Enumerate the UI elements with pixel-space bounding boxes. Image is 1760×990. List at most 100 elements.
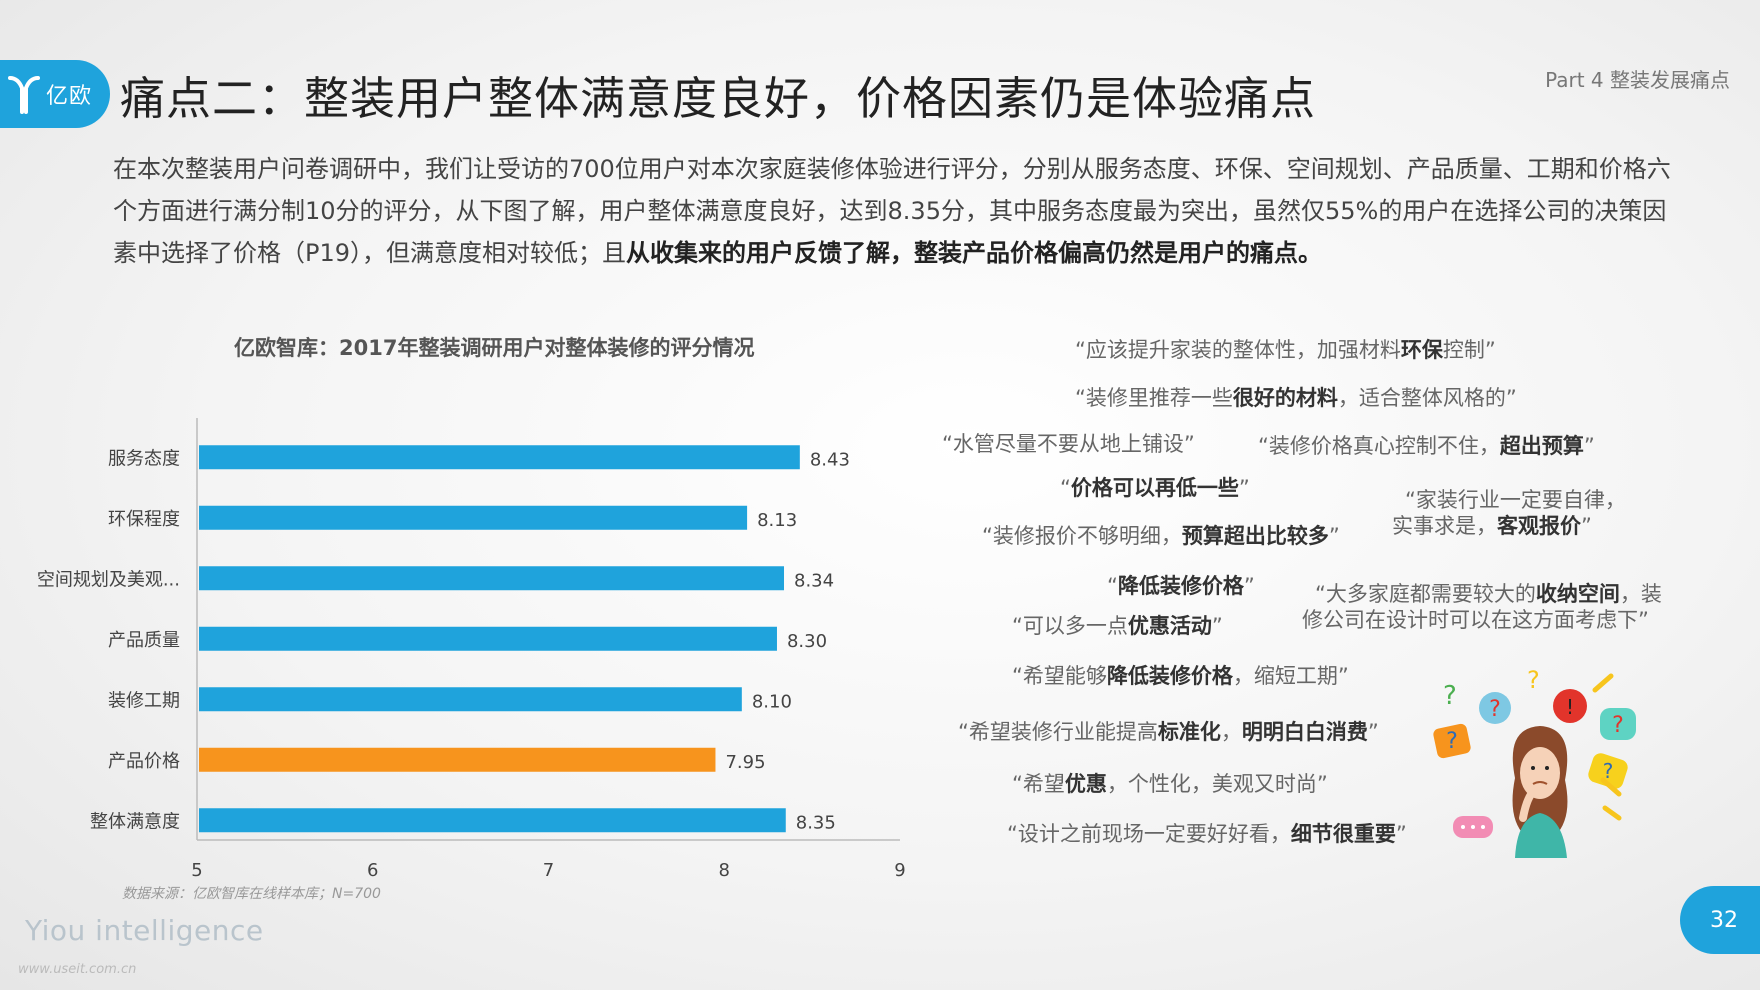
user-quote: “装修里推荐一些很好的材料，适合整体风格的”: [1075, 384, 1517, 412]
bar-chart: 服务态度 8.43 环保程度 8.13 空间规划及美观... 8.34 产品质量 8.30 装修…: [37, 418, 906, 880]
quote-text: ，缩短工期”: [1232, 664, 1349, 688]
svg-text:?: ?: [1527, 668, 1540, 694]
category-label: 空间规划及美观...: [37, 569, 180, 590]
quote-text: “希望能够: [1012, 664, 1107, 688]
quote-text: “大多家庭都需要较大的: [1315, 582, 1536, 606]
quote-text: ，: [1220, 720, 1242, 744]
quote-text: “设计之前现场一定要好好看，: [1007, 822, 1291, 846]
quote-emphasis: 明明白白消费: [1241, 720, 1368, 744]
quote-text: “希望: [1012, 772, 1065, 796]
watermark: www.useit.com.cn: [18, 962, 137, 977]
quote-emphasis: 预算超出比较多: [1181, 524, 1329, 548]
data-label: 7.95: [725, 752, 765, 773]
data-label: 8.35: [796, 812, 836, 833]
logo-text: 亿欧: [46, 84, 93, 109]
quote-emphasis: 环保: [1400, 338, 1443, 362]
quote-text: “家装行业一定要自律，: [1405, 488, 1626, 512]
quote-text: 修公司在设计时可以在这方面考虑下”: [1302, 608, 1649, 632]
quote-emphasis: 很好的材料: [1232, 386, 1338, 410]
quote-text: 控制”: [1442, 338, 1496, 362]
category-label: 产品质量: [108, 630, 180, 651]
user-quote: “希望装修行业能提高标准化，明明白白消费”: [958, 718, 1379, 746]
user-quote: “可以多一点优惠活动”: [1012, 612, 1223, 640]
user-quote: “家装行业一定要自律，: [1405, 486, 1626, 514]
user-quote: “装修价格真心控制不住，超出预算”: [1258, 432, 1595, 460]
quote-emphasis: 优惠活动: [1127, 614, 1212, 638]
quote-emphasis: 客观报价: [1497, 514, 1581, 538]
quote-emphasis: 降低装修价格: [1117, 574, 1244, 598]
intro-paragraph: 在本次整装用户问卷调研中，我们让受访的700位用户对本次家庭装修体验进行评分，分…: [113, 148, 1673, 274]
user-quote: 修公司在设计时可以在这方面考虑下”: [1302, 606, 1649, 634]
data-label: 8.13: [757, 510, 797, 531]
category-label: 装修工期: [108, 690, 180, 711]
category-label: 产品价格: [108, 751, 180, 772]
data-label: 8.43: [810, 449, 850, 470]
svg-text:?: ?: [1489, 697, 1501, 722]
bar: [199, 687, 742, 712]
quote-emphasis: 价格可以再低一些: [1070, 476, 1239, 500]
user-quote: “价格可以再低一些”: [1060, 474, 1250, 502]
quote-text: ，适合整体风格的”: [1337, 386, 1517, 410]
quote-text: “装修报价不够明细，: [982, 524, 1182, 548]
quote-text: “: [1060, 476, 1071, 500]
bar: [199, 445, 800, 470]
svg-text:!: !: [1566, 695, 1574, 719]
bar: [199, 566, 785, 591]
logo-badge: 亿欧: [0, 60, 110, 128]
quote-text: “希望装修行业能提高: [958, 720, 1158, 744]
bar: [199, 808, 786, 833]
quote-text: ”: [1243, 574, 1255, 598]
svg-text:?: ?: [1612, 713, 1624, 738]
svg-text:?: ?: [1443, 681, 1457, 711]
quote-text: ”: [1581, 514, 1592, 538]
quote-text: ”: [1238, 476, 1250, 500]
quote-text: ”: [1367, 720, 1379, 744]
quote-emphasis: 标准化: [1157, 720, 1221, 744]
user-quote: “降低装修价格”: [1107, 572, 1255, 600]
quote-emphasis: 优惠: [1064, 772, 1107, 796]
source-note: 数据来源：亿欧智库在线样本库；N=700: [122, 886, 381, 902]
brand-name: Yiou intelligence: [25, 914, 264, 947]
x-tick-label: 8: [719, 860, 730, 880]
quote-text: ，个性化，美观又时尚”: [1106, 772, 1328, 796]
section-label: Part 4 整装发展痛点: [1545, 68, 1730, 92]
quote-emphasis: 降低装修价格: [1106, 664, 1233, 688]
quote-emphasis: 细节很重要: [1290, 822, 1396, 846]
data-label: 8.30: [787, 631, 827, 652]
svg-text:?: ?: [1603, 759, 1614, 783]
user-quote: “设计之前现场一定要好好看，细节很重要”: [1007, 820, 1407, 848]
page-title: 痛点二：整装用户整体满意度良好，价格因素仍是体验痛点: [120, 72, 1317, 125]
user-quote: “应该提升家装的整体性，加强材料环保控制”: [1075, 336, 1496, 364]
quote-text: ，装: [1619, 582, 1662, 606]
category-label: 环保程度: [108, 509, 180, 530]
x-tick-label: 6: [367, 860, 378, 880]
user-quote: 实事求是，客观报价”: [1392, 512, 1592, 540]
quote-text: “装修价格真心控制不住，: [1258, 434, 1500, 458]
data-label: 8.34: [794, 570, 834, 591]
quote-text: “应该提升家装的整体性，加强材料: [1075, 338, 1401, 362]
quote-text: ”: [1395, 822, 1407, 846]
quote-text: ”: [1328, 524, 1340, 548]
category-label: 服务态度: [108, 448, 180, 469]
page-number: 32: [1680, 886, 1760, 954]
quote-text: “水管尽量不要从地上铺设”: [942, 432, 1195, 456]
user-quote: “希望能够降低装修价格，缩短工期”: [1012, 662, 1349, 690]
x-tick-label: 7: [543, 860, 554, 880]
intro-plain-text: 在本次整装用户问卷调研中，我们让受访的700位用户对本次家庭装修体验进行评分，分…: [113, 155, 1671, 267]
svg-text:?: ?: [1446, 729, 1458, 754]
quote-text: “可以多一点: [1012, 614, 1128, 638]
chart-title: 亿欧智库：2017年整装调研用户对整体装修的评分情况: [234, 336, 755, 360]
category-label: 整体满意度: [90, 811, 180, 832]
data-label: 8.10: [752, 691, 792, 712]
user-quote: “装修报价不够明细，预算超出比较多”: [982, 522, 1340, 550]
confused-woman-illustration: ? ? ? ? ! ? ?: [1433, 668, 1636, 858]
bar: [199, 626, 777, 651]
quote-text: 实事求是，: [1392, 514, 1497, 538]
user-quote: “水管尽量不要从地上铺设”: [942, 430, 1195, 458]
x-tick-label: 9: [894, 860, 905, 880]
quote-text: ”: [1211, 614, 1223, 638]
quote-text: ”: [1583, 434, 1595, 458]
quote-text: “装修里推荐一些: [1075, 386, 1233, 410]
bar: [199, 505, 748, 530]
quote-emphasis: 超出预算: [1499, 434, 1584, 458]
